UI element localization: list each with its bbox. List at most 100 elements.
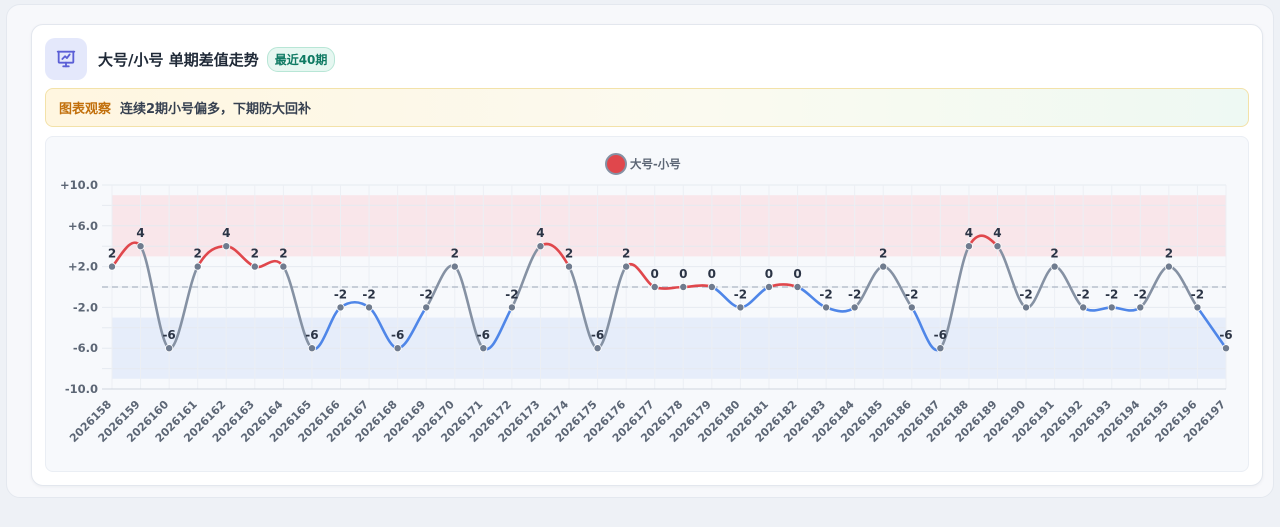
data-point (736, 303, 745, 312)
data-label: -2 (505, 287, 518, 301)
data-point (993, 242, 1002, 251)
data-point (1022, 303, 1031, 312)
data-label: -2 (1105, 287, 1118, 301)
data-point (307, 344, 316, 353)
data-point (165, 344, 174, 353)
data-label: -6 (391, 328, 404, 342)
data-point (936, 344, 945, 353)
data-point (250, 262, 259, 271)
data-point (964, 242, 973, 251)
series-line-segment (282, 265, 314, 350)
series-line-segment (939, 244, 971, 350)
data-point (679, 282, 688, 291)
data-label: 2 (879, 247, 887, 261)
data-label: 4 (965, 226, 973, 240)
data-label: -6 (1219, 328, 1232, 342)
data-label: -2 (1134, 287, 1147, 301)
series-line-segment (453, 265, 485, 350)
series-line-segment (681, 284, 714, 289)
data-point (593, 344, 602, 353)
card-title: 大号/小号 单期差值走势 (98, 50, 259, 69)
data-point (1222, 344, 1231, 353)
data-point (1107, 303, 1116, 312)
data-label: -2 (1191, 287, 1204, 301)
data-point (850, 303, 859, 312)
data-label: -2 (819, 287, 832, 301)
data-point (822, 303, 831, 312)
data-label: -6 (591, 328, 604, 342)
data-label: -2 (905, 287, 918, 301)
card-header: 大号/小号 单期差值走势 最近40期 (45, 38, 336, 80)
chart-presentation-icon (45, 38, 87, 80)
data-point (1193, 303, 1202, 312)
series-line-segment (339, 300, 371, 309)
data-point (393, 344, 402, 353)
data-point (336, 303, 345, 312)
data-label: -6 (305, 328, 318, 342)
data-label: -2 (420, 287, 433, 301)
data-label: 2 (279, 247, 287, 261)
data-point (136, 242, 145, 251)
data-point (1136, 303, 1145, 312)
data-label: -6 (477, 328, 490, 342)
outer-panel: 大号/小号 单期差值走势 最近40期 图表观察 连续2期小号偏多，下期防大回补 … (6, 4, 1274, 498)
series-line-segment (653, 285, 685, 290)
y-tick-label: -2.0 (73, 300, 98, 314)
data-label: 4 (993, 226, 1001, 240)
data-label: -6 (162, 328, 175, 342)
data-label: -2 (1077, 287, 1090, 301)
data-point (879, 262, 888, 271)
data-label: 2 (108, 247, 116, 261)
data-point (650, 282, 659, 291)
data-label: 4 (222, 226, 230, 240)
data-label: 0 (651, 267, 659, 281)
data-label: 4 (136, 226, 144, 240)
insight-text: 连续2期小号偏多，下期防大回补 (120, 102, 312, 117)
data-point (108, 262, 117, 271)
y-tick-label: -6.0 (73, 341, 98, 355)
series-line-segment (824, 306, 856, 313)
data-point (793, 282, 802, 291)
data-label: -2 (848, 287, 861, 301)
data-point (1164, 262, 1173, 271)
data-point (565, 262, 574, 271)
data-point (907, 303, 916, 312)
insight-banner: 图表观察 连续2期小号偏多，下期防大回补 (45, 88, 1249, 127)
data-label: 2 (1165, 247, 1173, 261)
data-point (536, 242, 545, 251)
chart-panel: -10.0 -6.0 -2.0 +2.0 +6.0 +10.0 2026158 2026159… (45, 136, 1249, 472)
data-label: 2 (194, 247, 202, 261)
y-tick-label: +2.0 (68, 260, 98, 274)
range-badge: 最近40期 (266, 46, 336, 72)
data-point (279, 262, 288, 271)
data-point (422, 303, 431, 312)
data-label: 2 (622, 247, 630, 261)
data-label: 2 (1050, 247, 1058, 261)
data-point (622, 262, 631, 271)
data-label: 2 (565, 247, 573, 261)
data-label: 4 (536, 226, 544, 240)
data-label: -2 (734, 287, 747, 301)
diff-trend-chart: -10.0-6.0-2.0+2.0+6.0+10.020261582026159… (60, 153, 1233, 445)
data-label: 0 (679, 267, 687, 281)
data-label: 0 (793, 267, 801, 281)
data-point (507, 303, 516, 312)
y-tick-label: +6.0 (68, 219, 98, 233)
legend-label: 大号-小号 (630, 157, 681, 171)
data-point (764, 282, 773, 291)
data-label: 0 (765, 267, 773, 281)
data-point (365, 303, 374, 312)
data-point (193, 262, 202, 271)
data-label: -6 (934, 328, 947, 342)
data-label: 0 (708, 267, 716, 281)
data-point (479, 344, 488, 353)
series-line-segment (139, 244, 171, 350)
trend-card: 大号/小号 单期差值走势 最近40期 图表观察 连续2期小号偏多，下期防大回补 … (31, 24, 1263, 486)
y-tick-label: -10.0 (65, 382, 98, 396)
data-label: -2 (334, 287, 347, 301)
data-point (450, 262, 459, 271)
data-point (222, 242, 231, 251)
data-point (1079, 303, 1088, 312)
legend-marker (605, 153, 627, 175)
data-label: -2 (362, 287, 375, 301)
